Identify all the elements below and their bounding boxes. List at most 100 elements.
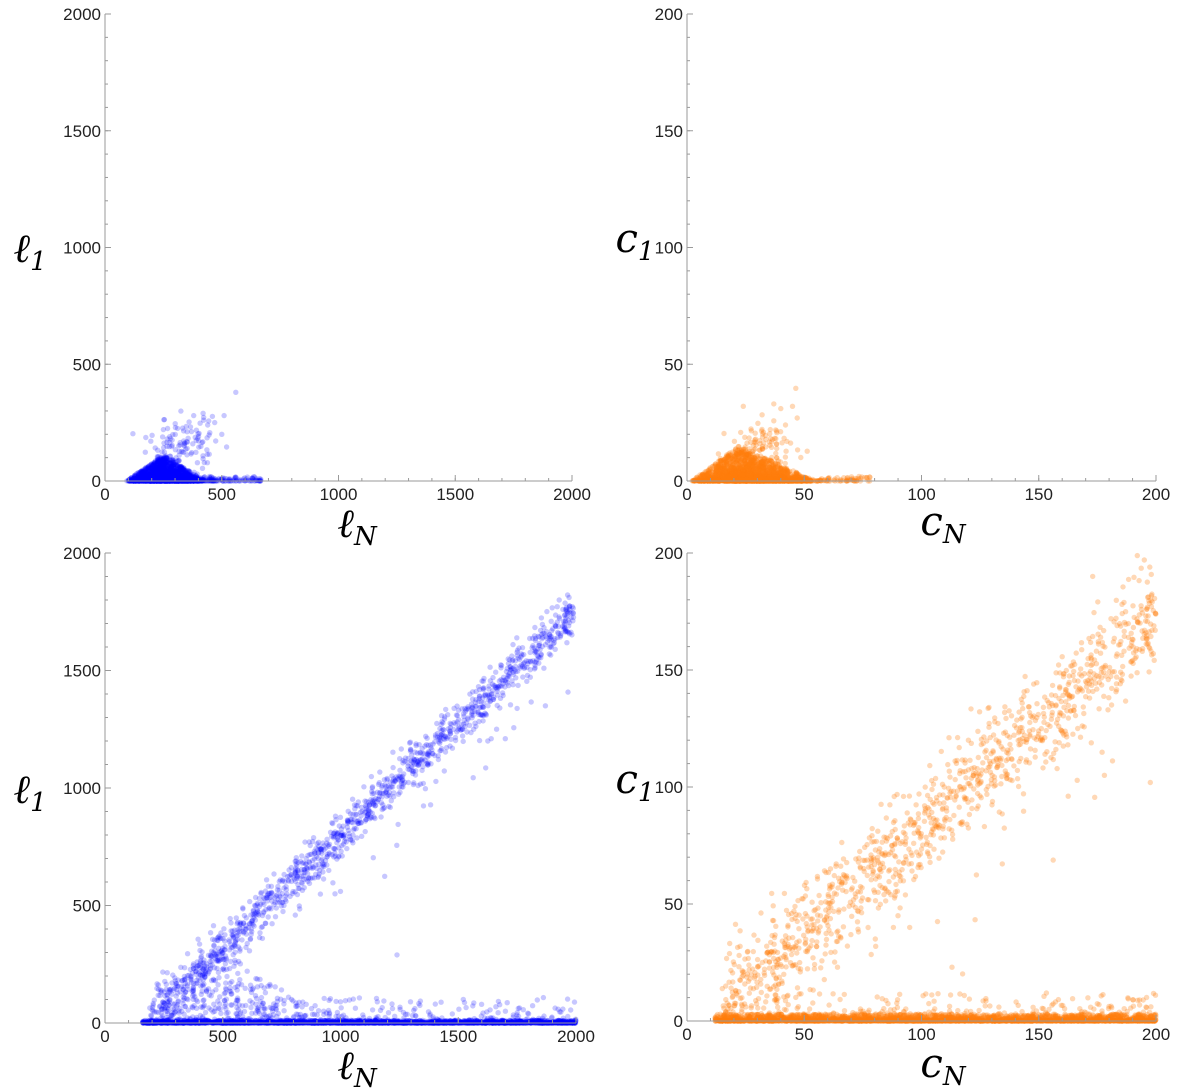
scatter-point (152, 445, 158, 451)
scatter-point (135, 472, 142, 478)
x-tick-label: 0 (100, 485, 109, 504)
scatter-point (782, 460, 788, 467)
scatter-point (151, 460, 157, 466)
scatter-point (148, 461, 154, 467)
scatter-point (187, 472, 193, 478)
scatter-point (176, 476, 182, 482)
scatter-point (737, 463, 743, 470)
scatter-point (200, 417, 207, 423)
scatter-point (804, 448, 810, 454)
scatter-point (195, 431, 201, 437)
scatter-point (162, 462, 168, 468)
scatter-point (715, 451, 722, 457)
scatter-point (157, 465, 164, 471)
scatter-point (191, 412, 197, 419)
scatter-point (140, 467, 146, 473)
scatter-point (147, 467, 153, 473)
y-tick-label: 2000 (63, 5, 101, 24)
scatter-point (178, 471, 185, 478)
scatter-point (159, 434, 166, 440)
scatter-point (223, 444, 230, 450)
scatter-point (180, 466, 186, 472)
scatter-point (181, 472, 188, 479)
scatter-point (179, 475, 185, 481)
scatter-point (162, 464, 168, 471)
scatter-point (184, 477, 190, 483)
scatter-point (138, 468, 144, 474)
scatter-point (156, 476, 162, 482)
x-axis-label-subscript: N (353, 522, 378, 552)
scatter-point (151, 465, 157, 471)
scatter-point (156, 475, 163, 481)
scatter-point (793, 385, 799, 391)
scatter-point (194, 460, 201, 466)
scatter-point (159, 457, 165, 463)
scatter-point (157, 459, 164, 466)
scatter-point (154, 477, 160, 484)
scatter-point (760, 455, 766, 461)
scatter-point (751, 457, 757, 463)
x-tick-label: 500 (208, 485, 236, 504)
scatter-point (213, 438, 219, 444)
scatter-point (167, 475, 173, 481)
scatter-point (183, 475, 189, 481)
scatter-point (769, 454, 775, 461)
scatter-point (219, 431, 225, 437)
scatter-point (185, 474, 192, 480)
scatter-point (168, 469, 175, 475)
scatter-point (136, 471, 143, 478)
scatter-point (146, 471, 152, 477)
scatter-point (748, 426, 754, 432)
scatter-point (156, 475, 162, 481)
scatter-point (158, 462, 164, 469)
scatter-point (148, 465, 154, 472)
scatter-point (730, 459, 737, 465)
scatter-point (782, 454, 789, 460)
scatter-point (757, 447, 763, 453)
scatter-point (137, 473, 143, 480)
scatter-point (163, 471, 169, 477)
scatter-point (738, 429, 744, 436)
scatter-point (158, 465, 164, 472)
scatter-point (146, 477, 152, 483)
scatter-point (783, 448, 789, 454)
scatter-point (168, 470, 174, 476)
scatter-point (166, 477, 172, 484)
scatter-point (165, 475, 171, 482)
scatter-point (133, 473, 139, 479)
scatter-point (186, 472, 192, 478)
scatter-point (154, 472, 160, 479)
scatter-point (199, 465, 206, 471)
scatter-point (144, 476, 151, 482)
scatter-point (177, 439, 183, 446)
scatter-point (149, 432, 155, 438)
scatter-point (151, 476, 158, 482)
scatter-point (160, 476, 166, 482)
scatter-point (142, 449, 148, 455)
scatter-point (178, 408, 184, 414)
scatter-point (167, 471, 173, 477)
scatter-point (161, 464, 167, 470)
scatter-point (162, 477, 168, 484)
scatter-point (198, 477, 204, 483)
scatter-point (174, 462, 180, 469)
scatter-point (182, 476, 188, 482)
scatter-point (159, 474, 165, 480)
scatter-point (166, 477, 173, 484)
scatter-point (157, 468, 164, 475)
scatter-point (149, 466, 156, 472)
scatter-point (164, 455, 170, 461)
scatter-point (153, 469, 159, 476)
scatter-point (731, 438, 738, 444)
scatter-point (149, 462, 156, 469)
scatter-point (159, 457, 166, 463)
scatter-point (148, 438, 154, 444)
scatter-point (725, 475, 732, 482)
scatter-point (161, 471, 168, 478)
y-tick-label: 500 (73, 355, 101, 374)
scatter-point (794, 447, 801, 453)
scatter-point (156, 453, 162, 460)
scatter-point (752, 436, 759, 442)
